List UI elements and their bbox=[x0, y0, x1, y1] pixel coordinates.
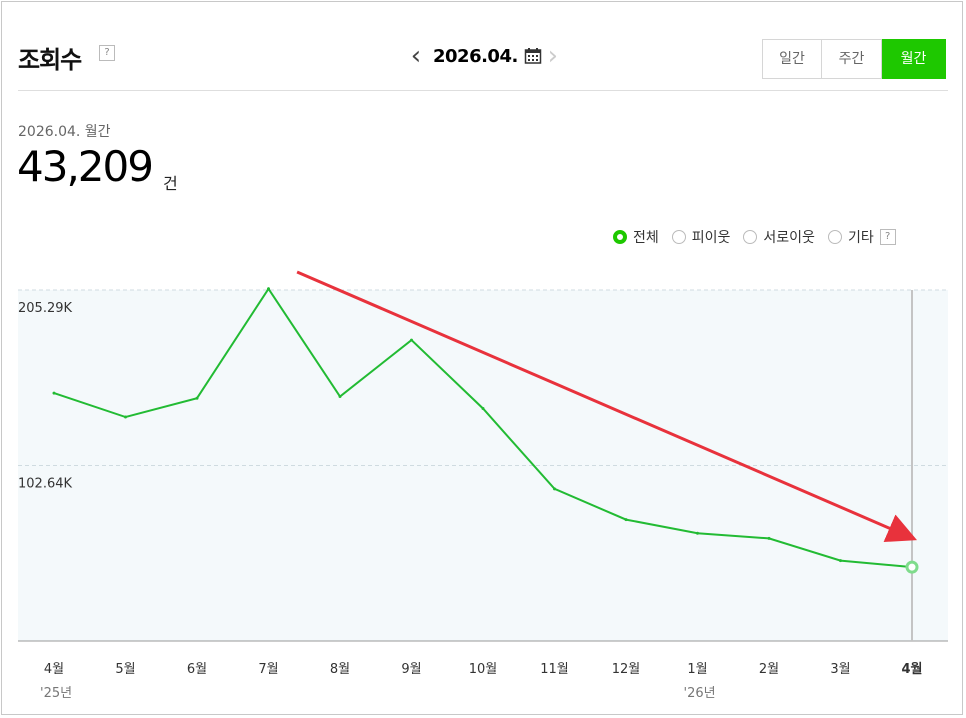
x-tick-label: 10월 bbox=[469, 662, 498, 677]
radio-neighbor[interactable] bbox=[671, 230, 686, 244]
tab-weekly[interactable]: 주간 bbox=[822, 39, 882, 79]
x-tick-label: 4월 bbox=[901, 661, 922, 677]
filter-all-label: 전체 bbox=[633, 230, 659, 246]
y-tick-label: 102.64K bbox=[18, 477, 72, 492]
data-point bbox=[553, 487, 556, 491]
data-point bbox=[696, 531, 699, 535]
x-tick-label: 4월 bbox=[44, 662, 64, 677]
x-tick-label: 12월 bbox=[612, 662, 641, 677]
x-tick-label: 8월 bbox=[330, 662, 350, 677]
data-point bbox=[481, 406, 485, 410]
tab-daily[interactable]: 일간 bbox=[762, 39, 822, 79]
filter-neighbor-label: 피이웃 bbox=[691, 230, 731, 246]
filter-other[interactable]: 기타 ? bbox=[827, 227, 896, 247]
x-tick-label: 5월 bbox=[115, 662, 135, 677]
year-label: '26년 bbox=[684, 686, 716, 701]
trend-arrow bbox=[296, 270, 918, 543]
x-tick-label: 6월 bbox=[187, 662, 207, 677]
data-point bbox=[267, 287, 270, 291]
radio-other[interactable] bbox=[827, 230, 842, 244]
period-label: 2026.04. 월간 bbox=[18, 124, 111, 140]
data-point bbox=[410, 338, 413, 342]
data-point bbox=[839, 559, 842, 563]
help-icon[interactable]: ? bbox=[99, 45, 115, 61]
data-point bbox=[338, 395, 342, 399]
current-date: 2026.04. bbox=[433, 45, 518, 67]
total-unit: 건 bbox=[163, 174, 178, 193]
total-count: 43,209 bbox=[17, 142, 154, 191]
x-tick-label: 3월 bbox=[830, 662, 850, 677]
series-filter: 전체 피이웃 서로이웃 기타 ? bbox=[613, 227, 900, 247]
year-label: '25년 bbox=[40, 686, 72, 701]
x-tick-label: 1월 bbox=[687, 662, 707, 677]
radio-mutual[interactable] bbox=[743, 230, 758, 244]
data-point bbox=[195, 396, 199, 400]
page-title: 조회수 bbox=[18, 46, 82, 74]
filter-mutual-label: 서로이웃 bbox=[763, 230, 815, 246]
data-point bbox=[124, 415, 127, 419]
period-tabs: 일간 주간 월간 bbox=[762, 39, 946, 79]
filter-other-label: 기타 bbox=[847, 230, 874, 246]
y-tick-label: 205.29K bbox=[18, 301, 72, 316]
calendar-icon[interactable] bbox=[524, 47, 542, 65]
x-tick-label: 11월 bbox=[540, 662, 569, 677]
data-point bbox=[52, 391, 56, 395]
next-month-icon[interactable]: › bbox=[547, 41, 559, 71]
radio-all[interactable] bbox=[613, 230, 627, 244]
help-icon[interactable]: ? bbox=[879, 229, 896, 245]
header-divider bbox=[18, 90, 948, 91]
highlight-point bbox=[905, 560, 919, 574]
x-tick-label: 9월 bbox=[401, 662, 421, 677]
filter-all[interactable]: 전체 bbox=[613, 227, 659, 247]
filter-neighbor[interactable]: 피이웃 bbox=[671, 227, 731, 247]
prev-month-icon[interactable]: ‹ bbox=[410, 41, 422, 71]
data-point bbox=[624, 518, 628, 522]
x-tick-label: 7월 bbox=[258, 662, 278, 677]
filter-mutual[interactable]: 서로이웃 bbox=[743, 227, 815, 247]
date-navigator: ‹ 2026.04. › bbox=[405, 40, 564, 72]
x-tick-label: 2월 bbox=[759, 662, 779, 677]
data-point bbox=[767, 536, 771, 540]
tab-monthly[interactable]: 월간 bbox=[882, 39, 946, 79]
